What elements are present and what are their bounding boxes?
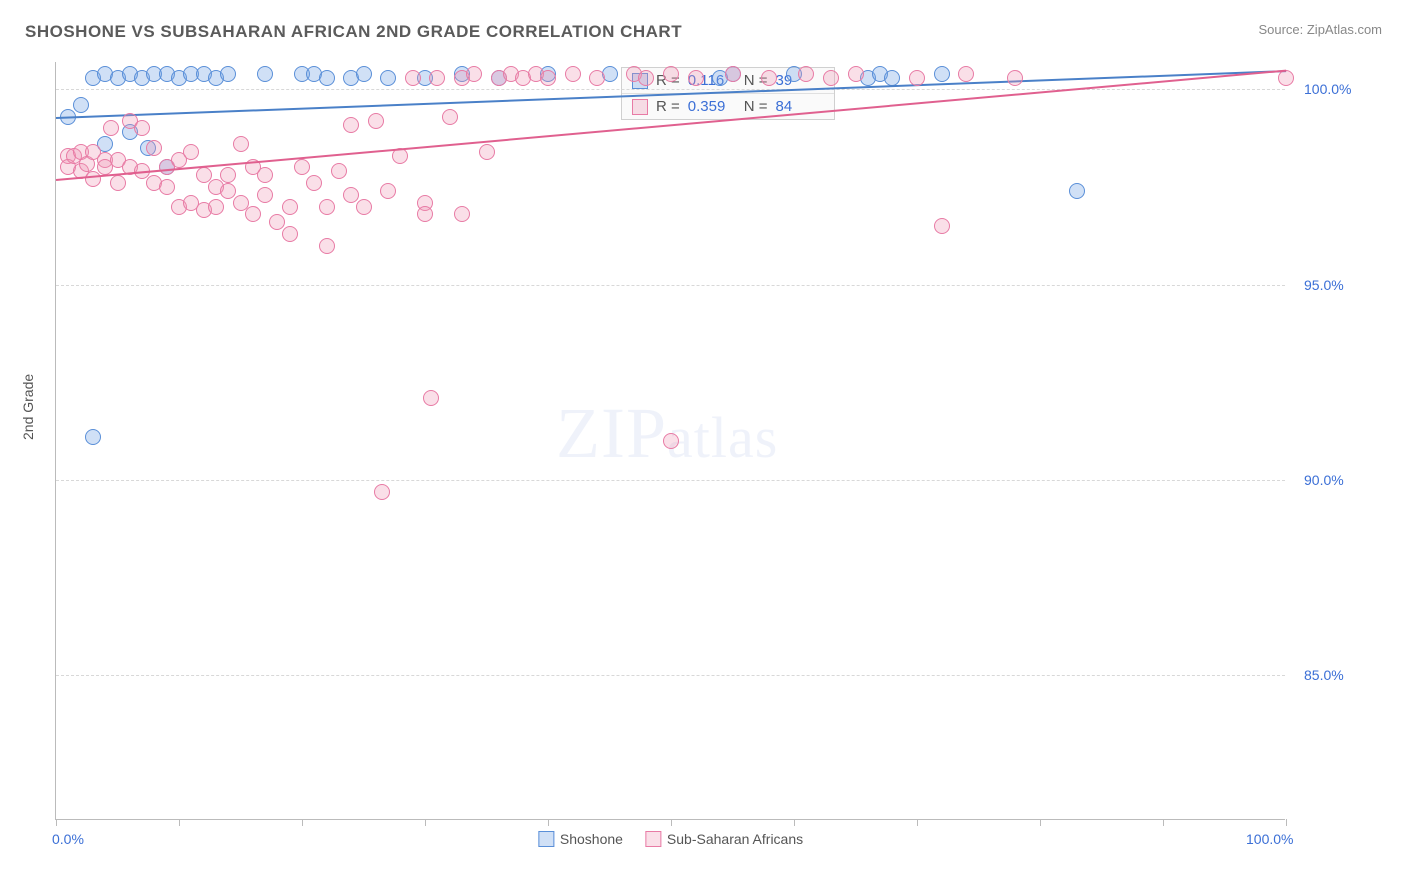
r-value-subsaharan: 0.359 (688, 98, 736, 115)
scatter-point (958, 66, 974, 82)
scatter-point (159, 179, 175, 195)
scatter-point (208, 199, 224, 215)
r-label: R = (656, 98, 680, 115)
scatter-point (454, 206, 470, 222)
legend-swatch-subsaharan (645, 831, 661, 847)
x-tick (1040, 819, 1041, 826)
legend: Shoshone Sub-Saharan Africans (538, 831, 803, 847)
scatter-point (110, 175, 126, 191)
scatter-plot-area: ZIPatlas R = 0.116 N = 39 R = 0.359 N = … (55, 62, 1285, 820)
x-tick-label: 100.0% (1246, 831, 1293, 847)
y-tick-label: 85.0% (1304, 667, 1344, 683)
scatter-point (589, 70, 605, 86)
scatter-point (934, 218, 950, 234)
y-axis-label: 2nd Grade (20, 374, 36, 440)
scatter-point (257, 66, 273, 82)
scatter-point (374, 484, 390, 500)
scatter-point (848, 66, 864, 82)
x-tick (425, 819, 426, 826)
scatter-point (282, 226, 298, 242)
scatter-point (466, 66, 482, 82)
scatter-point (146, 140, 162, 156)
y-tick-label: 90.0% (1304, 472, 1344, 488)
scatter-point (282, 199, 298, 215)
chart-title: SHOSHONE VS SUBSAHARAN AFRICAN 2ND GRADE… (25, 22, 682, 42)
scatter-point (245, 206, 261, 222)
source-attribution: Source: ZipAtlas.com (1258, 22, 1382, 37)
scatter-point (1069, 183, 1085, 199)
scatter-point (479, 144, 495, 160)
scatter-point (423, 390, 439, 406)
y-tick-label: 100.0% (1304, 81, 1351, 97)
legend-label-subsaharan: Sub-Saharan Africans (667, 831, 803, 847)
scatter-point (257, 187, 273, 203)
scatter-point (663, 66, 679, 82)
legend-swatch-shoshone (538, 831, 554, 847)
scatter-point (638, 70, 654, 86)
scatter-point (331, 163, 347, 179)
scatter-point (306, 175, 322, 191)
scatter-point (823, 70, 839, 86)
scatter-point (417, 206, 433, 222)
watermark-part-a: ZIP (556, 393, 667, 473)
x-tick (548, 819, 549, 826)
scatter-point (220, 66, 236, 82)
scatter-point (233, 136, 249, 152)
gridline (56, 89, 1285, 90)
scatter-point (319, 238, 335, 254)
scatter-point (85, 171, 101, 187)
x-tick (917, 819, 918, 826)
x-tick (1163, 819, 1164, 826)
x-tick (302, 819, 303, 826)
scatter-point (380, 183, 396, 199)
scatter-point (909, 70, 925, 86)
gridline (56, 285, 1285, 286)
scatter-point (429, 70, 445, 86)
x-tick (671, 819, 672, 826)
scatter-point (85, 429, 101, 445)
x-tick (1286, 819, 1287, 826)
x-tick-label: 0.0% (52, 831, 84, 847)
n-label: N = (744, 98, 768, 115)
scatter-point (798, 66, 814, 82)
scatter-point (356, 66, 372, 82)
legend-item-shoshone: Shoshone (538, 831, 623, 847)
scatter-point (257, 167, 273, 183)
watermark-part-b: atlas (667, 405, 778, 470)
scatter-point (319, 199, 335, 215)
gridline (56, 675, 1285, 676)
x-tick (56, 819, 57, 826)
scatter-point (343, 117, 359, 133)
x-tick (794, 819, 795, 826)
swatch-subsaharan (632, 99, 648, 115)
legend-label-shoshone: Shoshone (560, 831, 623, 847)
scatter-point (73, 97, 89, 113)
x-tick (179, 819, 180, 826)
scatter-point (356, 199, 372, 215)
scatter-point (663, 433, 679, 449)
scatter-point (103, 120, 119, 136)
scatter-point (380, 70, 396, 86)
scatter-point (183, 144, 199, 160)
scatter-point (884, 70, 900, 86)
scatter-point (319, 70, 335, 86)
legend-item-subsaharan: Sub-Saharan Africans (645, 831, 803, 847)
scatter-point (405, 70, 421, 86)
scatter-point (725, 66, 741, 82)
scatter-point (761, 70, 777, 86)
scatter-point (540, 70, 556, 86)
scatter-point (565, 66, 581, 82)
scatter-point (134, 120, 150, 136)
scatter-point (1007, 70, 1023, 86)
scatter-point (934, 66, 950, 82)
stats-row-subsaharan: R = 0.359 N = 84 (622, 93, 834, 119)
scatter-point (442, 109, 458, 125)
scatter-point (220, 167, 236, 183)
gridline (56, 480, 1285, 481)
scatter-point (294, 159, 310, 175)
scatter-point (688, 70, 704, 86)
scatter-point (368, 113, 384, 129)
y-tick-label: 95.0% (1304, 277, 1344, 293)
